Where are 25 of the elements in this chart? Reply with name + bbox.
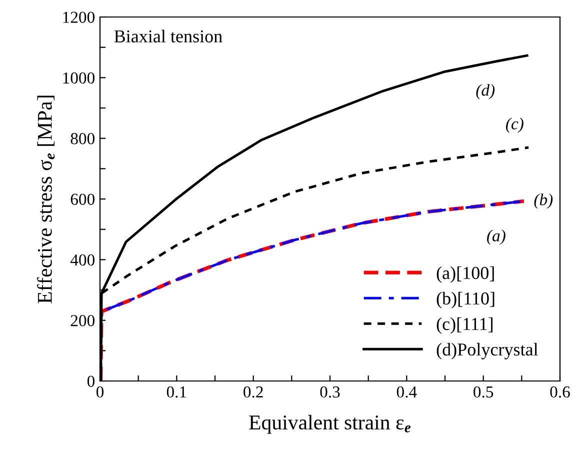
y-tick-label: 200 <box>70 315 95 326</box>
annotation: (d) <box>476 84 495 100</box>
legend-label: (b)[110] <box>436 292 494 308</box>
x-tick-label: 0.2 <box>244 386 263 398</box>
y-axis-title: Effective stress σ$_{e}$ [MPa] <box>37 96 55 304</box>
x-tick-label: 0.4 <box>396 386 417 398</box>
legend-label: (d)Polycrystal <box>436 342 538 360</box>
annotation: (a) <box>487 230 506 245</box>
x-tick-label: 0.3 <box>320 386 340 398</box>
legend-label: (c)[111] <box>436 317 492 334</box>
x-axis-title: Equivalent strain ε$_{e}$ <box>249 414 411 434</box>
y-tick-label: 400 <box>70 254 95 266</box>
annotation: (b) <box>534 194 553 209</box>
y-tick-label: 0 <box>87 376 95 387</box>
legend-label: (a)[100] <box>436 266 494 283</box>
y-tick-label: 1000 <box>63 72 95 84</box>
text: Biaxial tension <box>114 30 222 42</box>
x-tick-label: 0.6 <box>550 386 570 398</box>
annotation: (c) <box>506 118 524 133</box>
y-tick-label: 1200 <box>63 12 95 23</box>
x-tick-label: 0 <box>96 386 104 398</box>
y-tick-label: 600 <box>70 194 95 205</box>
y-tick-label: 800 <box>70 133 95 144</box>
x-tick-label: 0.1 <box>166 386 186 398</box>
x-tick-label: 0.5 <box>474 386 494 398</box>
